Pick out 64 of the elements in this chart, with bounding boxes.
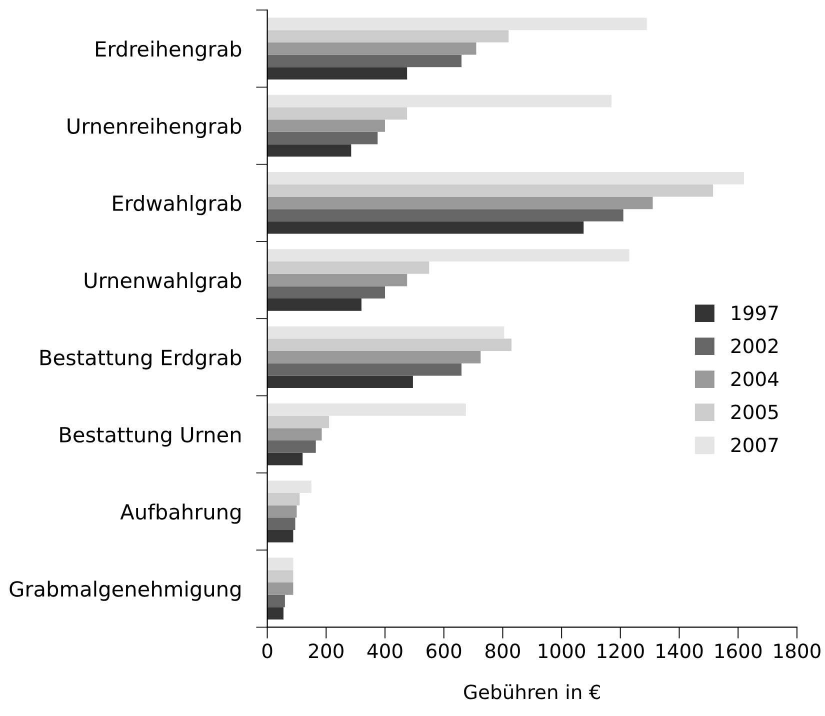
bar [267, 67, 408, 80]
bar [267, 582, 294, 595]
legend-label: 2004 [731, 372, 778, 386]
bar [267, 351, 481, 364]
bar [267, 607, 284, 620]
bar [267, 132, 378, 144]
x-tick-label: 1600 [715, 644, 762, 658]
x-tick-label: 0 [262, 644, 272, 658]
y-tick-label: Grabmalgenehmigung [10, 580, 240, 601]
bar [267, 530, 294, 542]
x-tick-label: 1000 [538, 644, 585, 658]
bar [267, 570, 294, 582]
y-tick-label: Bestattung Erdgrab [40, 349, 242, 370]
bar [267, 144, 352, 157]
bar [267, 505, 297, 518]
x-tick-label: 600 [426, 644, 462, 658]
x-tick-label: 1200 [598, 644, 644, 658]
x-axis-title: Gebühren in € [464, 684, 600, 700]
y-tick-label: Urnenwahlgrab [84, 272, 242, 292]
bar [267, 94, 612, 108]
bar [267, 274, 408, 286]
bar [267, 492, 300, 506]
bar [267, 452, 303, 466]
bar [267, 221, 584, 234]
y-tick-label: Bestattung Urnen [60, 427, 241, 447]
bar [267, 403, 466, 416]
bar [267, 518, 296, 530]
bar [267, 262, 430, 274]
bar [267, 298, 362, 311]
bar [267, 184, 714, 197]
bar [267, 558, 294, 570]
legend-label: 2002 [731, 338, 778, 354]
legend-label: 1997 [732, 306, 778, 320]
bar [267, 18, 647, 30]
bar [267, 376, 413, 388]
bar [267, 480, 312, 493]
bar [267, 172, 744, 184]
bar [267, 42, 476, 55]
x-tick-label: 800 [485, 644, 520, 658]
bar [267, 209, 624, 222]
bar [267, 594, 285, 608]
x-tick-label: 200 [309, 644, 344, 658]
y-tick-label: Urnenreihengrab [68, 118, 242, 138]
bar [267, 326, 504, 339]
legend-label: 2005 [731, 404, 778, 420]
bar [267, 54, 462, 68]
legend-label: 2007 [731, 438, 778, 452]
x-tick-label: 1800 [774, 644, 820, 658]
y-tick-label: Aufbahrung [120, 504, 240, 524]
bar [267, 286, 385, 299]
x-tick-label: 1400 [656, 644, 703, 658]
y-tick-label: Erdwahlgrab [113, 194, 242, 216]
bar [267, 107, 408, 120]
bar [267, 249, 630, 262]
x-tick-label: 400 [367, 644, 402, 658]
bar [267, 440, 316, 453]
bar [267, 30, 509, 42]
bar [267, 196, 653, 210]
bar [267, 338, 512, 352]
bar [267, 416, 330, 428]
y-tick-label: Erdreihengrab [96, 40, 242, 61]
bar [267, 120, 385, 132]
bar [267, 428, 322, 441]
bar [267, 363, 462, 376]
